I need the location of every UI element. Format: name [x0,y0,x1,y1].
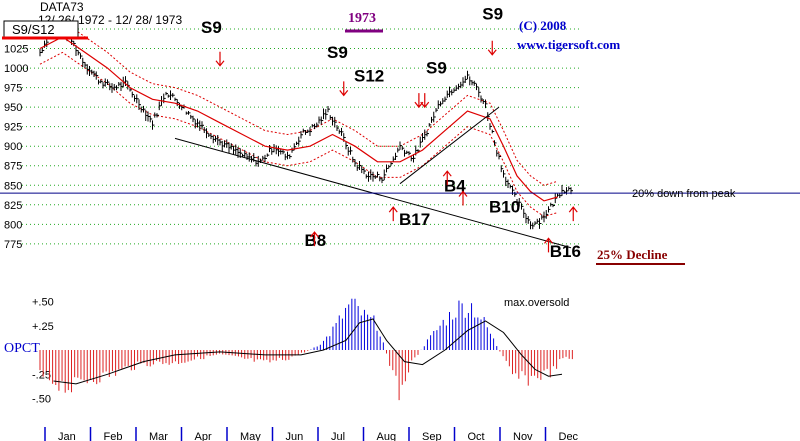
price-tick-label: 825 [4,200,22,212]
sell-arrow [339,81,349,97]
sell-arrow [215,51,225,67]
trendline [399,106,500,185]
opct-tick-label: +.25 [32,321,54,333]
month-label: Aug [377,431,397,441]
decline-label: 25% Decline [597,247,668,262]
buy-arrow [388,206,398,222]
month-label: Dec [559,431,579,441]
signal-label: B17 [399,210,430,229]
envelope-bands [39,20,558,218]
signal-label: S12 [354,66,384,85]
month-label: Sep [422,431,442,441]
year-label: 1973 [348,11,376,26]
price-axis-labels: 105010251000975950925900875850825800775 [4,24,28,251]
price-tick-label: 1000 [4,63,28,75]
month-label: Mar [149,431,168,441]
moving-average [39,36,558,202]
signal-label: B16 [550,242,581,261]
buy-arrow [310,231,319,247]
month-label: Jan [58,431,76,441]
month-label: Apr [195,431,212,441]
month-label: Jul [331,431,345,441]
price-tick-label: 775 [4,239,22,251]
month-label: Oct [468,431,485,441]
price-tick-label: 1025 [4,44,28,56]
copyright: (C) 2008 [519,18,567,33]
opct-title: OPCT [4,341,40,356]
buy-arrow [442,170,452,186]
price-tick-label: 975 [4,83,22,95]
month-label: Nov [513,431,533,441]
sell-arrow [414,93,424,109]
signal-label: S9 [201,18,222,37]
ticker-label: DATA73 [40,0,84,14]
signal-arrows: 25% Decline [215,40,685,265]
sell-arrow [420,93,430,109]
month-label: Feb [104,431,123,441]
signal-label: B4 [444,177,466,196]
month-axis: Jan Feb Mar Apr May Jun Jul Aug Sep Oct Nov Dec [44,427,579,441]
signal-label: B10 [489,198,520,217]
signal-box-label: S9/S12 [12,22,55,37]
signal-label: S9 [426,59,447,78]
opct-tick-label: -.25 [32,369,51,381]
moving-average-line [39,36,558,202]
price-tick-label: 950 [4,102,22,114]
reference-line-group: 20% down from peak [0,188,800,200]
oscillator-line [53,318,563,385]
lower-band [39,51,558,218]
signal-labels: S9 S9 S12 S9 S9 B4 B10 B17 B8 B16 [201,5,581,262]
price-tick-label: 875 [4,161,22,173]
buy-arrow [458,190,468,206]
signal-label: B8 [305,231,327,250]
opct-annotation: max.oversold [504,297,569,309]
reference-line-label: 20% down from peak [632,188,736,200]
opct-tick-label: +.50 [32,297,54,309]
opct-tick-label: -.50 [32,394,51,406]
price-tick-label: 900 [4,141,22,153]
website: www.tigersoft.com [517,37,620,52]
signal-label: S9 [327,43,348,62]
sell-arrow [487,40,497,56]
month-label: Jun [286,431,304,441]
price-tick-label: 925 [4,122,22,134]
buy-arrow [568,206,578,222]
opct-panel: OPCT +.50 +.25 -.25 -.50 max.oversold [4,297,573,406]
month-label: May [240,431,261,441]
signal-label: S9 [482,5,503,24]
price-tick-label: 800 [4,219,22,231]
buy-arrow [544,237,553,253]
price-tick-label: 850 [4,180,22,192]
upper-band [39,20,558,186]
